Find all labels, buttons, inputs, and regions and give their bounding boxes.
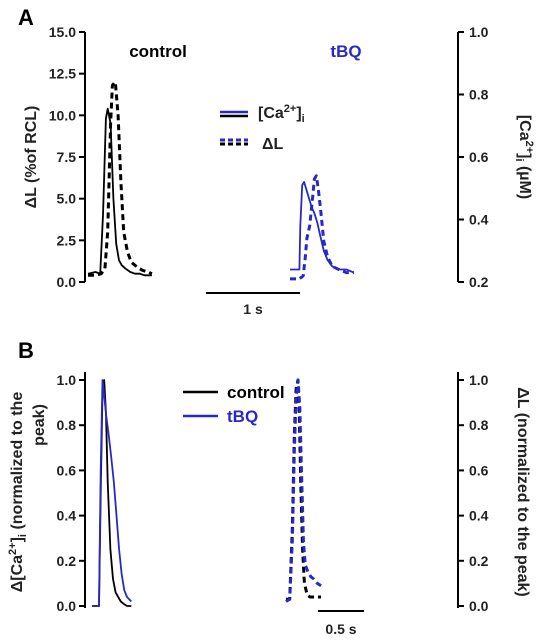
b-left-tick-label: 0.2: [57, 553, 77, 569]
a-left-tick-label: 10.0: [49, 107, 76, 123]
b-left-tick-label: 0.0: [57, 598, 77, 614]
b-left-axis-label: Δ[Ca2+]i (normalized to the: [7, 392, 29, 593]
a-left-tick-label: 15.0: [49, 24, 76, 40]
b-left-axis-label-line2: peak): [31, 404, 48, 446]
b-left-tick-label: 1.0: [57, 372, 77, 388]
b-right-axis-label: ΔL (normalized to the peak): [514, 387, 531, 596]
a-scale-bar-label: 1 s: [243, 301, 263, 317]
b-legend: control tBQ: [183, 383, 285, 426]
b-left-tick-label: 0.8: [57, 417, 77, 433]
b-right-tick-label: 0.4: [469, 508, 489, 524]
panel-a: A 0.0 2.5 5.0 7.5 10.0 12.5 15.0 0.2 0.4 0.6 0.8 1…: [18, 5, 535, 317]
a-right-tick-label: 0.2: [469, 274, 489, 290]
b-left-tick-label: 0.6: [57, 462, 77, 478]
b-trace-dl-tbq: [285, 378, 322, 603]
b-scale-bar-label: 0.5 s: [325, 621, 356, 637]
a-left-ticks: 0.0 2.5 5.0 7.5 10.0 12.5 15.0: [49, 24, 85, 290]
panel-b: B 0.00.20.40.60.81.0 0.00.20.40.60.81.0 …: [7, 338, 531, 637]
panel-label-b: B: [18, 338, 34, 363]
a-group-label-tbq: tBQ: [330, 42, 361, 61]
a-trace-tbq-dashed: [290, 174, 354, 281]
b-right-tick-label: 0.0: [469, 598, 489, 614]
a-trace-control-dashed: [88, 80, 153, 277]
a-right-axis-label: [Ca2+]i (µM): [513, 115, 535, 199]
a-left-tick-label: 2.5: [57, 232, 77, 248]
a-right-tick-label: 0.6: [469, 149, 489, 165]
a-left-tick-label: 0.0: [57, 274, 77, 290]
a-legend-label-ca: [Ca2+]i: [258, 103, 305, 125]
b-right-tick-label: 1.0: [469, 372, 489, 388]
panel-label-a: A: [18, 5, 34, 30]
a-legend: [Ca2+]i ΔL: [220, 103, 305, 153]
b-legend-label-tbq: tBQ: [227, 407, 258, 426]
b-right-tick-label: 0.8: [469, 417, 489, 433]
b-right-tick-label: 0.6: [469, 462, 489, 478]
a-right-tick-label: 1.0: [469, 24, 489, 40]
b-traces: [92, 378, 322, 607]
a-left-tick-label: 7.5: [57, 149, 77, 165]
a-left-axis-label: ΔL (%of RCL): [23, 106, 40, 209]
b-left-tick-label: 0.4: [57, 508, 77, 524]
a-left-tick-label: 5.0: [57, 191, 77, 207]
b-right-ticks: 0.0 0.2 0.4 0.6 0.8 1.0: [458, 372, 489, 614]
a-group-label-control: control: [129, 42, 187, 61]
a-right-ticks: 0.2 0.4 0.6 0.8 1.0: [458, 24, 489, 290]
b-right-tick-label: 0.2: [469, 553, 489, 569]
a-trace-tbq-solid: [290, 181, 355, 274]
b-legend-label-control: control: [227, 383, 285, 402]
a-left-tick-label: 12.5: [49, 66, 76, 82]
a-traces: [87, 80, 355, 281]
b-trace-ca-control: [92, 379, 132, 607]
a-legend-label-dl: ΔL: [262, 136, 284, 153]
b-trace-ca-tbq: [92, 379, 132, 607]
a-right-tick-label: 0.8: [469, 87, 489, 103]
a-trace-control-solid: [87, 107, 152, 277]
b-left-ticks: 0.0 0.2 0.4 0.6 0.8 1.0: [57, 372, 85, 614]
a-right-tick-label: 0.4: [469, 212, 489, 228]
